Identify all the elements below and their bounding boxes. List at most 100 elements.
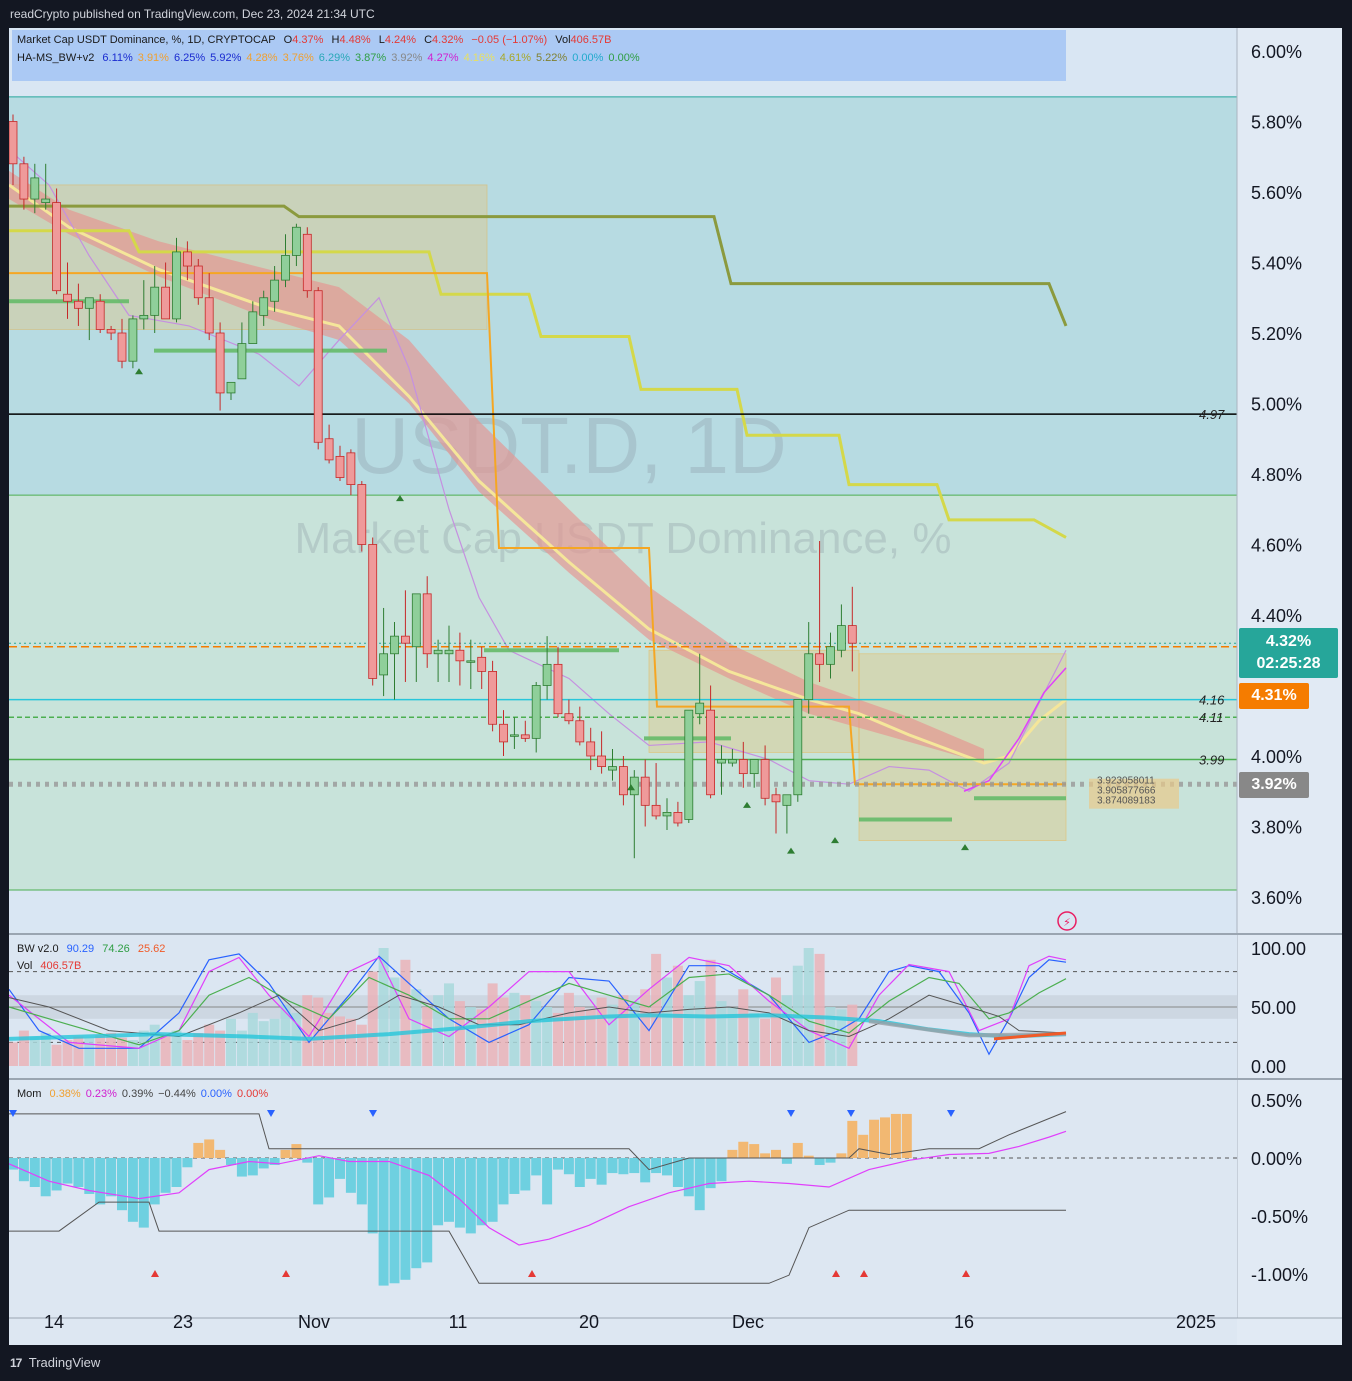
candle-body[interactable]: [422, 593, 432, 655]
candle-body[interactable]: [542, 663, 552, 686]
momentum-bar: [651, 1158, 662, 1174]
candle-body[interactable]: [248, 311, 258, 344]
candle-body[interactable]: [520, 734, 530, 739]
candle-body[interactable]: [575, 720, 585, 743]
candle-body[interactable]: [379, 653, 389, 676]
candle-body[interactable]: [466, 660, 476, 663]
candle-body[interactable]: [313, 290, 323, 443]
candle-body[interactable]: [9, 121, 18, 165]
candle-body[interactable]: [717, 759, 726, 764]
candle-body[interactable]: [204, 297, 214, 334]
candle-body[interactable]: [63, 293, 72, 302]
candle-body[interactable]: [215, 332, 225, 394]
candle-body[interactable]: [411, 593, 421, 648]
indicator-value-1: 6.11%: [102, 52, 133, 64]
volume-bar: [520, 995, 531, 1066]
footer-brand[interactable]: TradingView: [28, 1355, 101, 1370]
candle-body[interactable]: [106, 329, 116, 334]
indicator-name[interactable]: HA-MS_BW+v2: [17, 52, 95, 64]
candle-body[interactable]: [651, 804, 661, 817]
candle-body[interactable]: [335, 455, 345, 478]
candle-body[interactable]: [182, 251, 192, 267]
candle-body[interactable]: [19, 163, 29, 200]
candle-body[interactable]: [150, 286, 160, 316]
candle-body[interactable]: [52, 202, 61, 292]
price-tick-label: 4.00%: [1251, 747, 1302, 767]
candle-body[interactable]: [804, 653, 814, 701]
candle-body[interactable]: [662, 812, 672, 817]
price-tick-label: 6.00%: [1251, 42, 1302, 62]
candle-body[interactable]: [172, 251, 181, 320]
candle-body[interactable]: [237, 343, 247, 380]
candle-body[interactable]: [357, 484, 367, 545]
volume-bar: [182, 1040, 193, 1066]
candle-body[interactable]: [706, 709, 715, 796]
candle-body[interactable]: [117, 332, 127, 362]
candle-body[interactable]: [815, 653, 824, 665]
candle-body[interactable]: [128, 318, 138, 362]
candle-body[interactable]: [477, 656, 487, 672]
candle-body[interactable]: [95, 300, 105, 330]
candle-body[interactable]: [390, 635, 399, 655]
candle-body[interactable]: [793, 699, 803, 796]
vol-name[interactable]: Vol: [17, 960, 33, 972]
candle-body[interactable]: [74, 300, 83, 309]
candle-body[interactable]: [433, 649, 443, 655]
candle-body[interactable]: [193, 265, 203, 299]
bw-name[interactable]: BW v2.0: [17, 943, 59, 955]
symbol-title[interactable]: Market Cap USDT Dominance, %, 1D, CRYPTO…: [17, 34, 276, 46]
candle-body[interactable]: [84, 297, 94, 309]
candle-body[interactable]: [455, 649, 465, 662]
candle-body[interactable]: [161, 286, 171, 320]
candle-body[interactable]: [368, 544, 378, 679]
candle-body[interactable]: [41, 198, 51, 203]
candle-body[interactable]: [619, 766, 628, 796]
candle-body[interactable]: [684, 709, 694, 820]
momentum-bar: [291, 1144, 302, 1158]
candle-body[interactable]: [564, 713, 574, 722]
hint-value-2: 3.905877666: [1097, 786, 1156, 797]
candle-body[interactable]: [749, 759, 759, 775]
volume-bar: [9, 1042, 18, 1066]
candle-body[interactable]: [597, 755, 606, 767]
olive-step-line: [9, 204, 1068, 327]
candle-body[interactable]: [640, 776, 650, 806]
candle-body[interactable]: [444, 649, 454, 655]
momentum-bar: [433, 1158, 444, 1226]
momentum-bar: [563, 1158, 574, 1175]
candle-body[interactable]: [782, 794, 792, 806]
candle-body[interactable]: [139, 314, 149, 320]
candle-body[interactable]: [488, 671, 498, 725]
candle-body[interactable]: [259, 297, 269, 316]
candle-body[interactable]: [324, 438, 334, 461]
candle-body[interactable]: [346, 452, 356, 485]
candle-body[interactable]: [738, 759, 748, 775]
candle-body[interactable]: [499, 723, 508, 743]
candle-body[interactable]: [553, 663, 563, 715]
candle-body[interactable]: [673, 812, 683, 824]
candle-body[interactable]: [837, 625, 846, 651]
candle-body[interactable]: [608, 766, 617, 771]
candle-body[interactable]: [771, 794, 781, 803]
candle-body[interactable]: [226, 381, 236, 394]
candle-body[interactable]: [695, 702, 705, 715]
candle-body[interactable]: [30, 177, 40, 200]
replay-icon[interactable]: [1057, 911, 1077, 931]
candle-body[interactable]: [270, 279, 280, 302]
candle-body[interactable]: [531, 685, 541, 739]
candle-body[interactable]: [847, 625, 857, 644]
candle-body[interactable]: [291, 226, 301, 256]
candle-body[interactable]: [400, 635, 410, 644]
ribbon-band: [9, 170, 984, 764]
candle-body[interactable]: [302, 233, 312, 292]
candle-body[interactable]: [281, 255, 290, 281]
candle-body[interactable]: [826, 646, 835, 665]
mom-name[interactable]: Mom: [17, 1088, 42, 1100]
candle-body[interactable]: [728, 759, 737, 764]
volume-bar: [411, 989, 422, 1066]
candle-body[interactable]: [760, 759, 770, 799]
candle-body[interactable]: [586, 741, 596, 757]
mom-tick-label: 0.00%: [1251, 1149, 1302, 1169]
candle-body[interactable]: [509, 734, 519, 737]
